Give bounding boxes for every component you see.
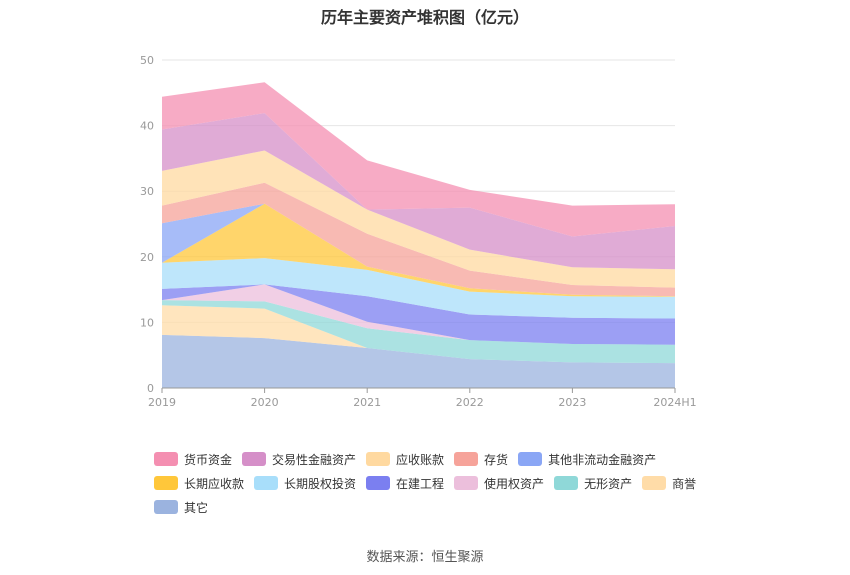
legend-item[interactable]: 应收账款: [366, 451, 444, 468]
x-tick-label: 2020: [251, 396, 279, 409]
area-商誉: [162, 305, 675, 364]
legend-label: 在建工程: [396, 476, 445, 491]
x-tick-label: 2021: [353, 396, 381, 409]
area-存货: [162, 182, 675, 297]
legend-label: 其他非流动金融资产: [548, 452, 657, 467]
legend-row: 货币资金 交易性金融资产 应收账款 存货 其他非流动金融资产: [154, 447, 714, 471]
legend-label: 货币资金: [184, 452, 233, 467]
legend-swatch: [254, 476, 279, 490]
axes: 0 10 20 30 40 50 2019 2020 2021 2022 2023 2024H1: [140, 54, 697, 409]
legend-item[interactable]: 长期股权投资: [254, 475, 356, 492]
legend-swatch: [154, 452, 178, 466]
legend-swatch: [154, 500, 178, 514]
legend-label: 其它: [184, 500, 209, 515]
legend-item[interactable]: 使用权资产: [454, 475, 544, 492]
area-其它: [162, 334, 675, 388]
legend-item[interactable]: 存货: [454, 451, 508, 468]
legend-swatch: [154, 476, 178, 490]
area-交易性金融资产: [162, 113, 675, 270]
x-tick-label: 2024H1: [653, 396, 696, 409]
legend-label: 商誉: [672, 476, 697, 491]
legend-swatch: [454, 476, 479, 490]
legend-label: 长期股权投资: [284, 476, 357, 491]
legend-item[interactable]: 无形资产: [554, 475, 632, 492]
y-tick-label: 10: [140, 316, 154, 329]
area-长期股权投资: [162, 258, 675, 319]
y-tick-label: 20: [140, 251, 154, 264]
legend-item[interactable]: 在建工程: [366, 475, 444, 492]
legend-swatch: [454, 452, 479, 466]
chart-title: 历年主要资产堆积图（亿元）: [320, 8, 529, 27]
legend-label: 应收账款: [396, 452, 445, 467]
legend-row: 其它: [154, 495, 714, 519]
area-货币资金: [162, 82, 675, 237]
legend-swatch: [642, 476, 667, 490]
legend-label: 无形资产: [584, 476, 633, 491]
legend-item[interactable]: 其他非流动金融资产: [518, 451, 656, 468]
area-在建工程: [162, 284, 675, 345]
legend-swatch: [554, 476, 579, 490]
area-无形资产: [162, 300, 675, 364]
legend-row: 长期应收款 长期股权投资 在建工程 使用权资产 无形资产 商誉: [154, 471, 714, 495]
area-series: [162, 82, 675, 388]
legend-label: 长期应收款: [184, 476, 245, 491]
legend-label: 存货: [484, 452, 509, 467]
chart-legend: 货币资金 交易性金融资产 应收账款 存货 其他非流动金融资产长期应收款 长期股权投资 在建工…: [154, 447, 714, 519]
legend-swatch: [366, 452, 391, 466]
legend-label: 使用权资产: [484, 476, 545, 491]
x-tick-label: 2023: [558, 396, 586, 409]
x-tick-label: 2022: [456, 396, 484, 409]
legend-swatch: [242, 452, 267, 466]
y-tick-label: 30: [140, 185, 154, 198]
y-tick-label: 50: [140, 54, 154, 67]
legend-item[interactable]: 商誉: [642, 475, 696, 492]
area-长期应收款: [162, 203, 675, 297]
y-tick-label: 0: [147, 382, 154, 395]
legend-label: 交易性金融资产: [272, 452, 357, 467]
stacked-area-chart: 0 10 20 30 40 50 2019 2020 2021 2022 2023 2024H1: [140, 54, 697, 409]
legend-item[interactable]: 交易性金融资产: [242, 451, 356, 468]
area-应收账款: [162, 150, 675, 288]
x-tick-label: 2019: [148, 396, 176, 409]
legend-item[interactable]: 货币资金: [154, 451, 232, 468]
data-source: 数据来源：恒生聚源: [366, 550, 484, 565]
y-tick-label: 40: [140, 120, 154, 133]
legend-swatch: [518, 452, 543, 466]
legend-item[interactable]: 其它: [154, 499, 208, 516]
area-使用权资产: [162, 284, 675, 345]
legend-swatch: [366, 476, 391, 490]
legend-item[interactable]: 长期应收款: [154, 475, 244, 492]
